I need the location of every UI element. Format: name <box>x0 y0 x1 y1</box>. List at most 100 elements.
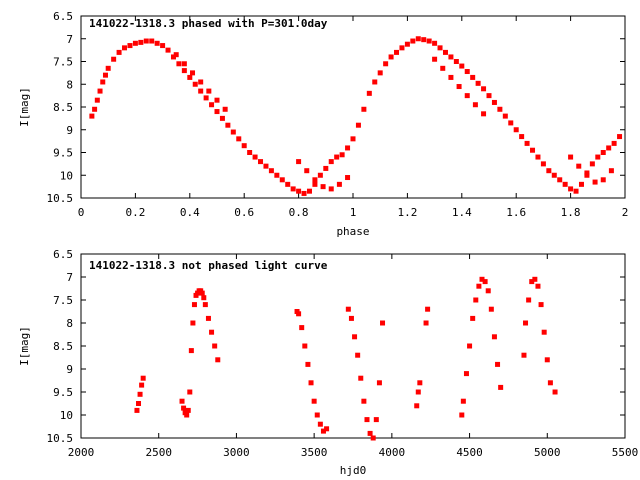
data-point <box>100 79 106 85</box>
data-point <box>111 56 117 62</box>
data-point <box>334 154 340 160</box>
y-tick-label: 7 <box>66 33 73 46</box>
data-point <box>192 81 198 87</box>
data-point <box>323 165 329 171</box>
data-point <box>355 122 361 128</box>
data-point <box>475 80 481 86</box>
data-point <box>185 407 191 413</box>
data-point <box>94 97 100 103</box>
data-point <box>611 140 617 146</box>
y-axis-title: I[mag] <box>18 87 31 127</box>
data-point <box>92 106 98 112</box>
data-point <box>367 430 373 436</box>
plot-frame <box>80 253 626 439</box>
data-point <box>302 343 308 349</box>
data-point <box>176 61 182 67</box>
y-tick-label: 8 <box>66 317 73 330</box>
data-point <box>312 181 318 187</box>
data-point <box>149 38 155 44</box>
data-point <box>328 159 334 165</box>
x-tick-label: 0.8 <box>289 206 309 219</box>
data-point <box>209 329 215 335</box>
data-point <box>608 168 614 174</box>
data-point <box>448 74 454 80</box>
data-point <box>165 47 171 53</box>
data-point <box>230 129 236 135</box>
data-point <box>538 302 544 308</box>
data-point <box>201 295 207 301</box>
data-point <box>370 435 376 441</box>
data-point <box>138 39 144 45</box>
data-point <box>179 398 185 404</box>
data-point <box>592 179 598 185</box>
data-point <box>410 38 416 44</box>
data-point <box>426 38 432 44</box>
data-point <box>345 145 351 151</box>
data-point <box>529 279 535 285</box>
data-point <box>198 88 204 94</box>
x-tick-label: 3000 <box>223 446 250 459</box>
data-point <box>219 115 225 121</box>
data-point <box>459 63 465 69</box>
data-point <box>236 136 242 142</box>
data-point <box>314 412 320 418</box>
data-point <box>486 93 492 99</box>
x-tick-label: 5500 <box>612 446 639 459</box>
data-point <box>252 154 258 160</box>
data-point <box>595 154 601 160</box>
chart-title: 141022-1318.3 not phased light curve <box>89 259 328 272</box>
y-axis-title: I[mag] <box>18 326 31 366</box>
x-tick-label: 0.4 <box>180 206 200 219</box>
x-tick-label: 2500 <box>145 446 172 459</box>
data-point <box>317 421 323 427</box>
data-point <box>143 38 149 44</box>
data-point <box>296 188 302 194</box>
data-point <box>285 181 291 187</box>
data-point <box>380 320 386 326</box>
y-tick-label: 7.5 <box>53 56 73 69</box>
data-point <box>464 93 470 99</box>
data-point <box>137 391 143 397</box>
data-point <box>187 389 193 395</box>
data-point <box>190 70 196 76</box>
data-point <box>523 320 529 326</box>
data-point <box>184 412 190 418</box>
data-point <box>568 186 574 192</box>
data-point <box>279 177 285 183</box>
data-point <box>600 150 606 155</box>
data-point <box>495 361 501 367</box>
data-point <box>547 380 553 386</box>
data-point <box>214 109 220 115</box>
y-tick-label: 9 <box>66 363 73 376</box>
data-point <box>350 136 356 142</box>
data-point <box>491 99 497 105</box>
data-point <box>464 69 470 75</box>
data-point <box>383 61 389 67</box>
x-tick-label: 5000 <box>534 446 561 459</box>
data-point <box>134 407 140 413</box>
y-tick-label: 8 <box>66 78 73 91</box>
y-tick-label: 9.5 <box>53 386 73 399</box>
data-point <box>198 79 204 85</box>
data-point <box>361 398 367 404</box>
data-point <box>448 54 454 60</box>
data-point <box>415 36 421 42</box>
data-point <box>576 163 582 169</box>
data-point <box>498 384 504 390</box>
data-point <box>540 161 546 167</box>
data-point <box>140 375 146 381</box>
data-point <box>404 41 410 47</box>
y-tick-label: 10 <box>60 169 73 182</box>
y-tick-label: 8.5 <box>53 101 73 114</box>
data-point <box>364 417 370 423</box>
data-point <box>97 88 103 94</box>
data-point <box>473 297 479 303</box>
data-point <box>394 49 400 55</box>
unphased-light-curve-plot: 2000 2500 3000 3500 4000 4500 5000 5500 6.5 7 7.5 8… <box>18 248 638 477</box>
x-tick-label: 1 <box>350 206 357 219</box>
data-point <box>482 279 488 285</box>
y-tick-label: 10 <box>60 409 73 422</box>
data-point <box>181 68 187 74</box>
data-point <box>530 147 536 153</box>
